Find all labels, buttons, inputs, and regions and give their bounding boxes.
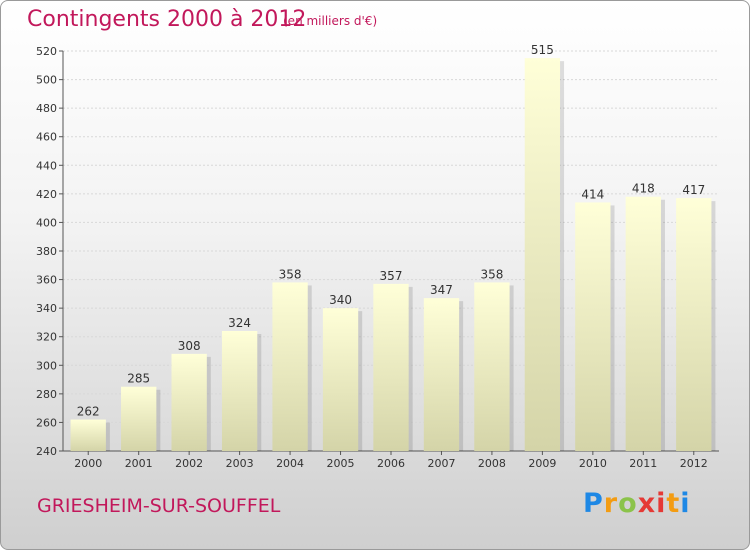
y-tick-label: 300 (36, 359, 57, 372)
bar-2002 (171, 353, 207, 451)
value-label: 262 (77, 405, 100, 419)
bar-2008 (474, 282, 510, 451)
value-labels: 262 285 308 324 358 340 357 347 358 515 414 418 417 (77, 43, 705, 418)
x-tick-label: 2010 (579, 457, 607, 470)
y-tick-label: 380 (36, 245, 57, 258)
x-tick-label: 2012 (680, 457, 708, 470)
value-label: 340 (329, 293, 352, 307)
y-tick-label: 260 (36, 416, 57, 429)
x-tick-label: 2005 (327, 457, 355, 470)
value-label: 358 (279, 267, 302, 281)
bar-2006 (373, 283, 409, 451)
x-tick-label: 2008 (478, 457, 506, 470)
x-tick-label: 2001 (125, 457, 153, 470)
y-tick-label: 520 (36, 45, 57, 58)
x-tick-label: 2009 (528, 457, 556, 470)
chart-title: Contingents 2000 à 2012 (27, 7, 307, 32)
value-label: 357 (380, 269, 403, 283)
bar-2010 (575, 202, 611, 451)
bar-2003 (221, 331, 258, 451)
y-tick-label: 240 (36, 445, 57, 458)
y-tick-label: 320 (36, 331, 57, 344)
value-label: 414 (581, 187, 604, 201)
bar-2001 (121, 386, 157, 451)
x-tick-label: 2002 (175, 457, 203, 470)
y-tick-label: 440 (36, 159, 57, 172)
y-tick-label: 280 (36, 388, 57, 401)
bars (70, 58, 716, 452)
bar-2000 (70, 419, 106, 451)
y-tick-label: 340 (36, 302, 57, 315)
chart-subtitle: (en milliers d'€) (283, 14, 378, 28)
bar-2004 (272, 282, 308, 451)
proxiti-logo: Proxiti (583, 488, 691, 519)
y-tick-label: 480 (36, 102, 57, 115)
bar-2011 (625, 196, 661, 451)
x-tick-label: 2003 (226, 457, 254, 470)
y-tick-label: 500 (36, 74, 57, 87)
x-tick-label: 2011 (629, 457, 657, 470)
x-tick-label: 2007 (427, 457, 455, 470)
x-tick-label: 2006 (377, 457, 405, 470)
value-label: 285 (127, 372, 150, 386)
value-label: 358 (480, 267, 503, 281)
bar-2005 (322, 308, 359, 451)
x-tick-label: 2000 (74, 457, 102, 470)
y-tick-label: 460 (36, 131, 57, 144)
value-label: 308 (178, 339, 201, 353)
bar-2012 (676, 198, 712, 451)
value-label: 417 (682, 183, 705, 197)
value-label: 324 (228, 316, 251, 330)
value-label: 418 (632, 182, 655, 196)
commune-name: GRIESHEIM-SUR-SOUFFEL (37, 495, 281, 517)
bar-2007 (423, 298, 460, 451)
bar-2009 (524, 58, 561, 452)
y-tick-label: 400 (36, 216, 57, 229)
value-label: 347 (430, 283, 453, 297)
value-label: 515 (531, 43, 554, 57)
x-tick-label: 2004 (276, 457, 304, 470)
y-tick-label: 420 (36, 188, 57, 201)
y-tick-label: 360 (36, 274, 57, 287)
